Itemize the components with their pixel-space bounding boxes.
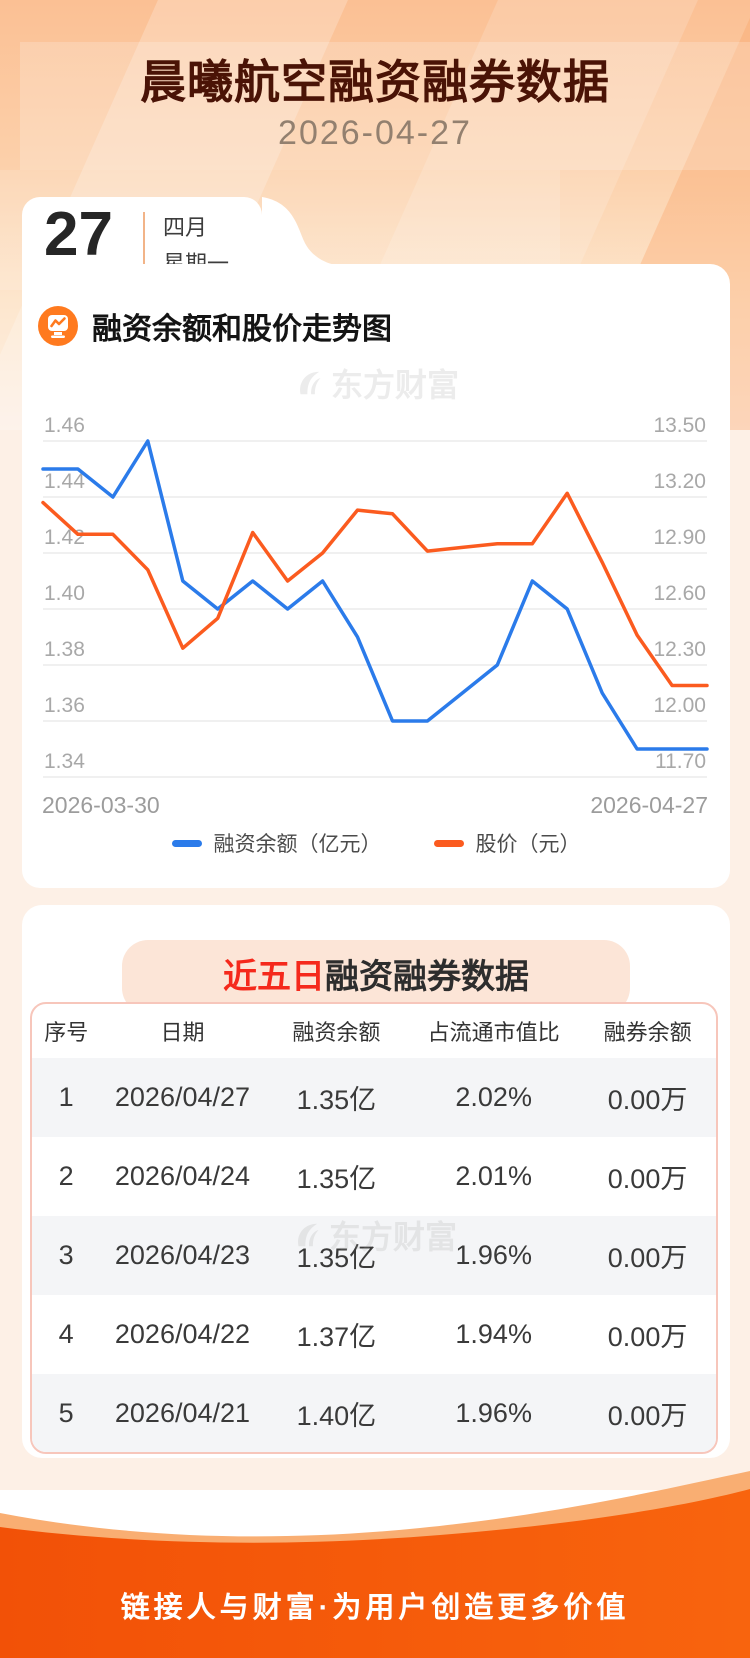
date-card — [22, 197, 262, 265]
left-axis-tick: 1.36 — [44, 694, 85, 717]
table-cell: 3 — [58, 1240, 74, 1270]
date-card-curve — [262, 197, 336, 265]
table-row: 4 2026/04/22 1.37亿 1.94% 0.00万 — [32, 1295, 716, 1374]
table-cell: 0.00万 — [607, 1322, 688, 1352]
table-cell: 2026/04/27 — [114, 1082, 251, 1112]
date-divider — [143, 212, 145, 276]
table-title: 近五日融资融券数据 — [122, 940, 630, 1014]
table-cell: 0.00万 — [607, 1164, 688, 1194]
series-line — [41, 491, 709, 688]
x-axis-end-label: 2026-04-27 — [590, 792, 708, 818]
table-cell: 0.00万 — [607, 1085, 688, 1115]
chart-legend: 融资余额（亿元） 股价（元） — [22, 828, 730, 858]
legend-item: 股价（元） — [433, 828, 581, 858]
table-cell: 1.35亿 — [296, 1085, 377, 1115]
footer-wave — [0, 1471, 750, 1658]
table-cell: 1.94% — [455, 1319, 532, 1349]
table-cell: 1.35亿 — [296, 1243, 377, 1273]
series-line — [41, 439, 709, 751]
table-cell: 0.00万 — [607, 1243, 688, 1273]
right-axis-tick: 13.50 — [653, 414, 706, 437]
table-cell: 4 — [58, 1319, 74, 1349]
chart-card: 融资余额和股价走势图 东方财富 1.46 13.50 1.44 13.20 1.42 12… — [22, 264, 730, 888]
footer-slogan: 链接人与财富·为用户创造更多价值 — [120, 1592, 630, 1624]
table-header-row: 序号 日期 融资余额 占流通市值比 融券余额 — [32, 1004, 716, 1058]
table-cell: 1.96% — [455, 1398, 532, 1428]
right-axis-tick: 12.00 — [653, 694, 706, 717]
margin-data-table: 东方财富 序号日期融资余额占流通市值比融券余额12026/04/271.35亿2… — [30, 1002, 718, 1454]
table-cell: 1.35亿 — [296, 1164, 377, 1194]
table-cell: 2.01% — [455, 1161, 532, 1191]
legend-label: 股价（元） — [475, 833, 581, 856]
date-day: 27 — [44, 200, 113, 269]
right-axis-tick: 13.20 — [653, 470, 706, 493]
table-row: 2 2026/04/24 1.35亿 2.01% 0.00万 — [32, 1137, 716, 1216]
chart-section-title: 融资余额和股价走势图 — [92, 313, 392, 346]
table-row: 1 2026/04/27 1.35亿 2.02% 0.00万 — [32, 1058, 716, 1137]
table-cell: 1.40亿 — [296, 1401, 377, 1431]
right-axis-tick: 12.60 — [653, 582, 706, 605]
table-cell: 1.96% — [455, 1240, 532, 1270]
table-header-cell: 融资余额 — [292, 1020, 381, 1045]
left-axis-tick: 1.40 — [44, 582, 85, 605]
table-header-cell: 序号 — [44, 1020, 89, 1045]
table-cell: 2.02% — [455, 1082, 532, 1112]
table-cell: 2 — [58, 1161, 74, 1191]
chart-section-header: 融资余额和股价走势图 — [38, 306, 392, 346]
table-cell: 1.37亿 — [296, 1322, 377, 1352]
table-cell: 5 — [58, 1398, 74, 1428]
table-cell: 2026/04/22 — [114, 1319, 251, 1349]
left-axis-tick: 1.34 — [44, 750, 85, 773]
table-header-cell: 融券余额 — [603, 1020, 692, 1045]
table-card: 近五日融资融券数据 东方财富 序号日期融资余额占流通市值比融券余额12026/0… — [22, 905, 730, 1458]
table-cell: 2026/04/24 — [114, 1161, 251, 1191]
left-axis-tick: 1.42 — [44, 526, 85, 549]
table-cell: 2026/04/21 — [114, 1398, 251, 1428]
table-cell: 1 — [58, 1082, 74, 1112]
x-axis-labels: 2026-03-30 2026-04-27 — [22, 792, 730, 819]
table-row: 3 2026/04/23 1.35亿 1.96% 0.00万 — [32, 1216, 716, 1295]
table-cell: 2026/04/23 — [114, 1240, 251, 1270]
table-header-cell: 占流通市值比 — [427, 1020, 560, 1045]
legend-swatch — [171, 839, 202, 847]
decor-band — [20, 42, 750, 170]
table-header-cell: 日期 — [160, 1020, 205, 1045]
right-axis-tick: 12.30 — [653, 638, 706, 661]
right-axis-tick: 11.70 — [655, 750, 706, 773]
page-title: 晨曦航空融资融券数据 — [140, 56, 610, 108]
table-title-rest: 融资融券数据 — [325, 958, 529, 996]
legend-swatch — [433, 839, 464, 847]
table-cell: 0.00万 — [607, 1401, 688, 1431]
left-axis-tick: 1.38 — [44, 638, 85, 661]
page-date: 2026-04-27 — [278, 114, 472, 152]
date-month: 四月 — [163, 215, 208, 240]
legend-item: 融资余额（亿元） — [171, 828, 382, 858]
legend-label: 融资余额（亿元） — [213, 833, 382, 856]
left-axis-tick: 1.44 — [44, 470, 85, 493]
trend-chart-icon — [38, 306, 78, 346]
left-axis-tick: 1.46 — [44, 414, 85, 437]
table-row: 5 2026/04/21 1.40亿 1.96% 0.00万 — [32, 1374, 716, 1452]
x-axis-start-label: 2026-03-30 — [42, 792, 160, 818]
table-title-highlight: 近五日 — [223, 958, 325, 996]
right-axis-tick: 12.90 — [653, 526, 706, 549]
line-chart: 1.46 13.50 1.44 13.20 1.42 12.90 1.40 12.60 1.38… — [41, 414, 709, 778]
